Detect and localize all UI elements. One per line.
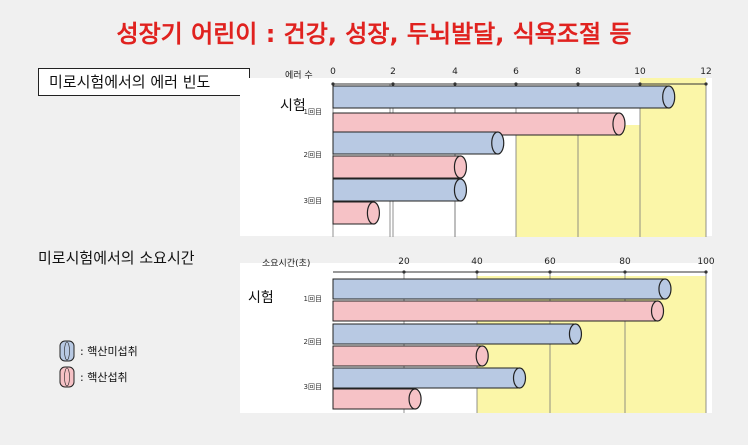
legend-swatch-1 <box>59 340 75 362</box>
chart1-category-label: 1回目 <box>304 108 322 116</box>
chart2-row-group-label: 시험 <box>248 290 274 306</box>
chart2-bar-group-a <box>332 278 666 300</box>
chart2-tick-dot <box>548 270 552 274</box>
chart1-category-label: 2回目 <box>304 151 322 159</box>
chart1-tick-label: 10 <box>634 67 646 77</box>
chart2-tick-dot <box>704 270 708 274</box>
chart2-title: 미로시험에서의 소요시간 <box>38 249 195 267</box>
chart2-tick-dot <box>623 270 627 274</box>
chart1-bar-cap <box>366 201 381 225</box>
chart2-tick-dot <box>402 270 406 274</box>
chart2-bar-group-b <box>332 345 483 367</box>
chart2-bar-cap <box>408 388 422 410</box>
chart1-tick-label: 12 <box>700 67 711 77</box>
chart1-tick-dot <box>514 82 518 86</box>
page-title: 성장기 어린이 : 건강, 성장, 두뇌발달, 식욕조절 등 <box>116 20 632 48</box>
chart1-bar-group-a <box>332 85 670 109</box>
chart1-tick-dot <box>638 82 642 86</box>
chart2-bar-cap <box>475 345 489 367</box>
chart2-category-label: 2回目 <box>304 338 322 346</box>
chart2-tick-label: 40 <box>471 257 483 267</box>
chart2-bar-cap <box>658 278 672 300</box>
chart2-tick-label: 80 <box>619 257 631 267</box>
chart1-tick-dot <box>704 82 708 86</box>
chart1-tick-label: 0 <box>330 67 336 77</box>
chart1-bar-cap <box>612 112 626 136</box>
chart1-tick-dot <box>331 82 335 86</box>
chart2-tick-label: 60 <box>544 257 556 267</box>
chart1-tick-label: 4 <box>452 67 458 77</box>
chart2-bar-group-b <box>332 388 416 410</box>
chart2-bar-group-a <box>332 367 520 389</box>
legend-label-1: : 핵산미섭취 <box>80 345 138 358</box>
legend-swatch-2 <box>59 366 75 388</box>
chart1-axis-label: 에러 수 <box>285 70 313 81</box>
chart1-bar-group-a <box>332 131 499 155</box>
legend-swatch-cap-2 <box>64 367 70 387</box>
legend-label-2: : 핵산섭취 <box>80 371 128 384</box>
chart1-tick-label: 2 <box>390 67 396 77</box>
chart1-bar-cap <box>491 131 505 155</box>
chart1-highlight-2 <box>516 125 706 237</box>
chart2-bar-cap <box>512 367 527 389</box>
chart2-bar-group-a <box>332 323 576 345</box>
chart1-bar-cap <box>662 85 676 109</box>
chart1-title: 미로시험에서의 에러 빈도 <box>38 68 250 96</box>
chart2-bar-group-b <box>332 300 659 322</box>
chart1-tick-dot <box>453 82 457 86</box>
chart1-bar-group-b <box>332 155 461 179</box>
chart1-row-group-label: 시험 <box>280 98 306 114</box>
chart1-category-label: 3回目 <box>304 197 322 205</box>
chart2-tick-label: 100 <box>697 257 714 267</box>
chart2-bar-cap <box>568 323 583 345</box>
chart1-bar-group-a <box>332 178 461 202</box>
chart1-tick-dot <box>391 82 395 86</box>
chart2-axis-label: 소요시간(초) <box>262 258 310 269</box>
legend-swatch-cap-1 <box>64 341 70 361</box>
chart2-tick-label: 20 <box>398 257 410 267</box>
chart2-bar-cap <box>650 300 665 322</box>
chart1-bar-cap <box>453 155 468 179</box>
chart1-tick-label: 6 <box>513 67 519 77</box>
chart2-category-label: 3回目 <box>304 383 322 391</box>
chart2-category-label: 1回目 <box>304 295 322 303</box>
chart2-tick-dot <box>475 270 479 274</box>
chart1-tick-label: 8 <box>575 67 581 77</box>
chart1-bar-cap <box>453 178 468 202</box>
chart1-tick-dot <box>576 82 580 86</box>
